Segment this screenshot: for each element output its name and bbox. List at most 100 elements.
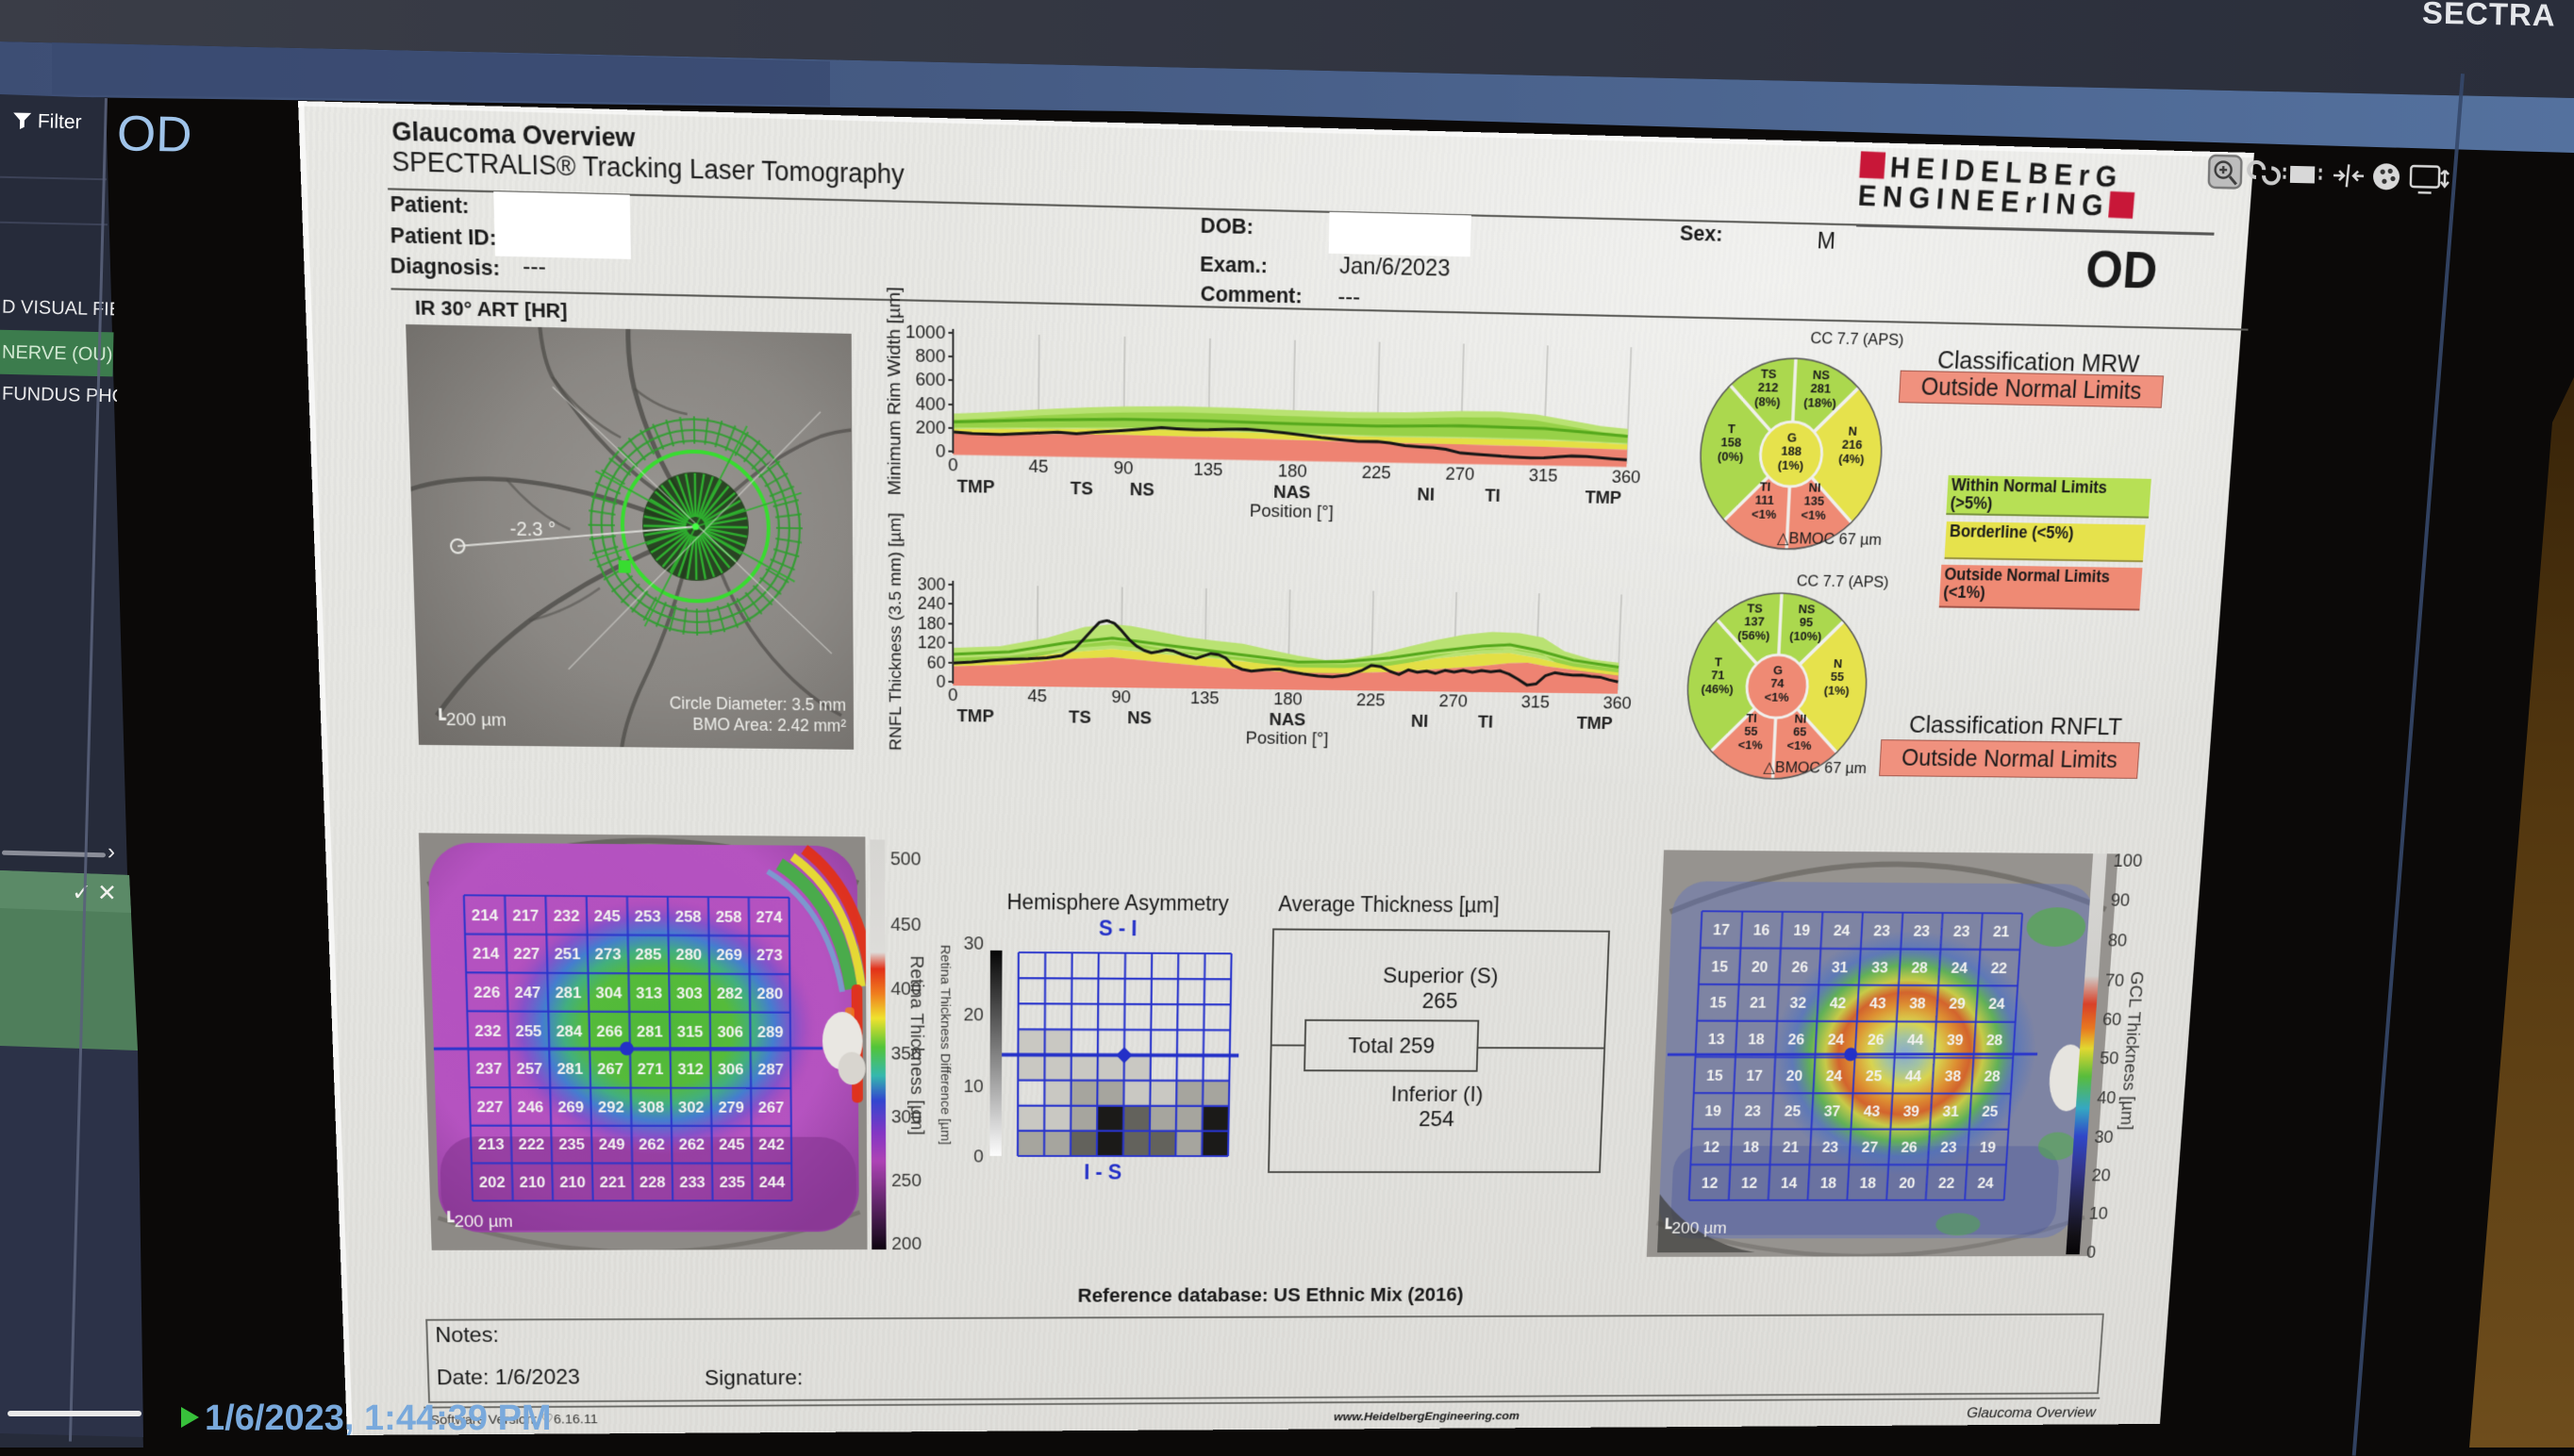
- svg-text:25: 25: [1865, 1067, 1882, 1084]
- svg-text:45: 45: [1028, 456, 1048, 477]
- svg-text:(0%): (0%): [1718, 450, 1744, 465]
- svg-text:284: 284: [556, 1021, 583, 1039]
- svg-text:26: 26: [1901, 1138, 1918, 1155]
- svg-text:T: T: [1728, 422, 1736, 437]
- svg-text:258: 258: [675, 907, 702, 925]
- svg-text:32: 32: [1789, 994, 1806, 1012]
- svg-text:95: 95: [1800, 616, 1814, 630]
- svg-text:180: 180: [1277, 460, 1307, 481]
- svg-text:232: 232: [474, 1021, 502, 1039]
- svg-text:292: 292: [598, 1098, 624, 1116]
- svg-text:360: 360: [1611, 467, 1640, 488]
- svg-text:21: 21: [1992, 922, 2010, 940]
- svg-text:15: 15: [1709, 994, 1726, 1012]
- svg-text:NS: NS: [1798, 603, 1816, 617]
- svg-text:23: 23: [1952, 922, 1970, 940]
- svg-text:29: 29: [1949, 995, 1966, 1012]
- svg-text:0: 0: [936, 440, 946, 461]
- svg-text:210: 210: [559, 1173, 586, 1191]
- svg-text:NAS: NAS: [1269, 709, 1305, 730]
- svg-text:214: 214: [473, 944, 500, 962]
- svg-text:20: 20: [1785, 1067, 1802, 1084]
- svg-text:28: 28: [1911, 958, 1929, 976]
- svg-text:270: 270: [1438, 691, 1468, 711]
- svg-text:<1%: <1%: [1801, 508, 1826, 522]
- svg-text:235: 235: [558, 1135, 585, 1153]
- svg-text:308: 308: [638, 1098, 664, 1116]
- svg-text:285: 285: [635, 945, 661, 963]
- svg-text:┗200 µm: ┗200 µm: [435, 708, 506, 730]
- svg-text:<1%: <1%: [1737, 738, 1763, 753]
- svg-text:253: 253: [635, 906, 661, 924]
- svg-text:273: 273: [756, 946, 783, 964]
- svg-text:NAS: NAS: [1273, 482, 1311, 503]
- svg-text:Position [°]: Position [°]: [1245, 728, 1328, 749]
- svg-text:<1%: <1%: [1764, 691, 1789, 705]
- svg-text:TS: TS: [1069, 707, 1091, 728]
- svg-text:22: 22: [1990, 959, 2008, 977]
- svg-text:232: 232: [553, 906, 580, 924]
- svg-text:137: 137: [1744, 615, 1765, 629]
- svg-text:NI: NI: [1411, 711, 1429, 731]
- svg-text:NI: NI: [1808, 481, 1821, 495]
- svg-text:17: 17: [1713, 920, 1731, 938]
- svg-text:27: 27: [1861, 1138, 1878, 1155]
- svg-text:280: 280: [675, 946, 702, 964]
- svg-text:300: 300: [918, 574, 946, 594]
- svg-text:G: G: [1773, 664, 1784, 678]
- svg-text:38: 38: [1944, 1067, 1961, 1084]
- svg-text:267: 267: [597, 1060, 623, 1078]
- svg-text:┗200 µm: ┗200 µm: [1661, 1218, 1727, 1238]
- svg-text:222: 222: [518, 1135, 544, 1153]
- svg-text:24: 24: [1825, 1067, 1843, 1084]
- svg-text:NS: NS: [1130, 479, 1154, 500]
- svg-text:271: 271: [638, 1060, 664, 1078]
- svg-text:312: 312: [677, 1060, 704, 1078]
- svg-text:TMP: TMP: [1585, 488, 1621, 508]
- svg-text:21: 21: [1782, 1138, 1799, 1155]
- svg-text:135: 135: [1193, 459, 1223, 480]
- svg-text:24: 24: [1977, 1174, 1995, 1191]
- svg-text:282: 282: [717, 984, 743, 1002]
- svg-text:26: 26: [1787, 1031, 1804, 1048]
- svg-text:0: 0: [948, 685, 957, 705]
- svg-text:45: 45: [1027, 686, 1047, 706]
- svg-text:12: 12: [1702, 1138, 1719, 1155]
- svg-text:23: 23: [1873, 922, 1891, 940]
- svg-text:287: 287: [757, 1060, 784, 1078]
- svg-text:281: 281: [637, 1022, 663, 1040]
- svg-text:(4%): (4%): [1838, 452, 1865, 466]
- svg-text:180: 180: [1273, 688, 1303, 709]
- svg-text:306: 306: [718, 1060, 744, 1078]
- svg-text:28: 28: [1985, 1032, 2002, 1049]
- svg-text:12: 12: [1702, 1174, 1719, 1191]
- svg-text:BMO Area: 2.42 mm²: BMO Area: 2.42 mm²: [692, 715, 846, 735]
- svg-text:24: 24: [1827, 1031, 1845, 1048]
- svg-text:281: 281: [555, 984, 581, 1001]
- svg-text:800: 800: [916, 345, 946, 367]
- svg-text:245: 245: [594, 906, 621, 924]
- svg-text:28: 28: [1984, 1067, 2001, 1084]
- svg-text:244: 244: [759, 1173, 786, 1191]
- svg-text:180: 180: [918, 614, 946, 634]
- svg-text:221: 221: [599, 1173, 625, 1191]
- svg-text:315: 315: [1528, 465, 1557, 486]
- svg-text:39: 39: [1902, 1102, 1919, 1119]
- svg-text:23: 23: [1913, 922, 1931, 940]
- svg-text:74: 74: [1770, 677, 1785, 691]
- svg-text:135: 135: [1803, 494, 1824, 508]
- svg-text:(10%): (10%): [1789, 630, 1822, 644]
- svg-text:N: N: [1848, 424, 1857, 438]
- svg-text:55: 55: [1831, 670, 1845, 685]
- svg-text:TMP: TMP: [957, 476, 995, 498]
- svg-text:25: 25: [1784, 1102, 1801, 1119]
- svg-text:19: 19: [1704, 1102, 1721, 1119]
- svg-text:G: G: [1786, 431, 1797, 445]
- svg-text:NI: NI: [1417, 484, 1435, 505]
- svg-text:255: 255: [515, 1021, 541, 1039]
- svg-text:135: 135: [1190, 687, 1220, 708]
- svg-text:44: 44: [1904, 1067, 1922, 1084]
- svg-text:225: 225: [1361, 462, 1390, 483]
- svg-text:19: 19: [1793, 921, 1811, 939]
- svg-text:55: 55: [1744, 725, 1758, 739]
